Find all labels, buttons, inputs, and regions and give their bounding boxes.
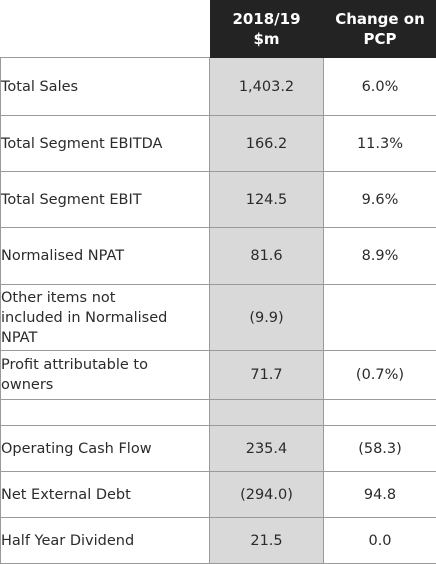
- row-change: 11.3%: [324, 116, 436, 172]
- table-row: Operating Cash Flow 235.4 (58.3): [1, 426, 436, 472]
- row-change: (58.3): [324, 426, 436, 472]
- row-value: (294.0): [210, 472, 324, 518]
- row-label: Total Segment EBIT: [1, 172, 210, 228]
- row-value: 124.5: [210, 172, 324, 228]
- row-label: Other items not included in Normalised N…: [1, 285, 210, 351]
- row-label: Half Year Dividend: [1, 518, 210, 564]
- header-label-cell: [1, 1, 210, 58]
- header-change-cell: Change on PCP: [324, 1, 436, 58]
- row-change: [324, 400, 436, 426]
- header-row: 2018/19 $m Change on PCP: [1, 1, 436, 58]
- row-change: 9.6%: [324, 172, 436, 228]
- row-value: [210, 400, 324, 426]
- table-row: Other items not included in Normalised N…: [1, 285, 436, 351]
- row-change: (0.7%): [324, 351, 436, 400]
- row-label: Profit attributable to owners: [1, 351, 210, 400]
- row-label: [1, 400, 210, 426]
- row-label: Normalised NPAT: [1, 228, 210, 285]
- row-label: Total Segment EBITDA: [1, 116, 210, 172]
- row-change: 6.0%: [324, 58, 436, 116]
- row-value: 235.4: [210, 426, 324, 472]
- table-row: Total Segment EBIT 124.5 9.6%: [1, 172, 436, 228]
- header-change-text: Change on PCP: [324, 9, 436, 49]
- table-row: [1, 400, 436, 426]
- table-row: Net External Debt (294.0) 94.8: [1, 472, 436, 518]
- row-value: 71.7: [210, 351, 324, 400]
- row-value: (9.9): [210, 285, 324, 351]
- row-label: Total Sales: [1, 58, 210, 116]
- row-value: 166.2: [210, 116, 324, 172]
- row-change: 0.0: [324, 518, 436, 564]
- row-change: 94.8: [324, 472, 436, 518]
- header-value-cell: 2018/19 $m: [210, 1, 324, 58]
- row-change: 8.9%: [324, 228, 436, 285]
- row-change: [324, 285, 436, 351]
- header-value-text: 2018/19 $m: [210, 9, 323, 49]
- row-value: 81.6: [210, 228, 324, 285]
- row-value: 21.5: [210, 518, 324, 564]
- table-row: Half Year Dividend 21.5 0.0: [1, 518, 436, 564]
- table-row: Total Segment EBITDA 166.2 11.3%: [1, 116, 436, 172]
- row-label: Net External Debt: [1, 472, 210, 518]
- table-row: Total Sales 1,403.2 6.0%: [1, 58, 436, 116]
- row-label: Operating Cash Flow: [1, 426, 210, 472]
- row-value: 1,403.2: [210, 58, 324, 116]
- table-row: Normalised NPAT 81.6 8.9%: [1, 228, 436, 285]
- table-row: Profit attributable to owners 71.7 (0.7%…: [1, 351, 436, 400]
